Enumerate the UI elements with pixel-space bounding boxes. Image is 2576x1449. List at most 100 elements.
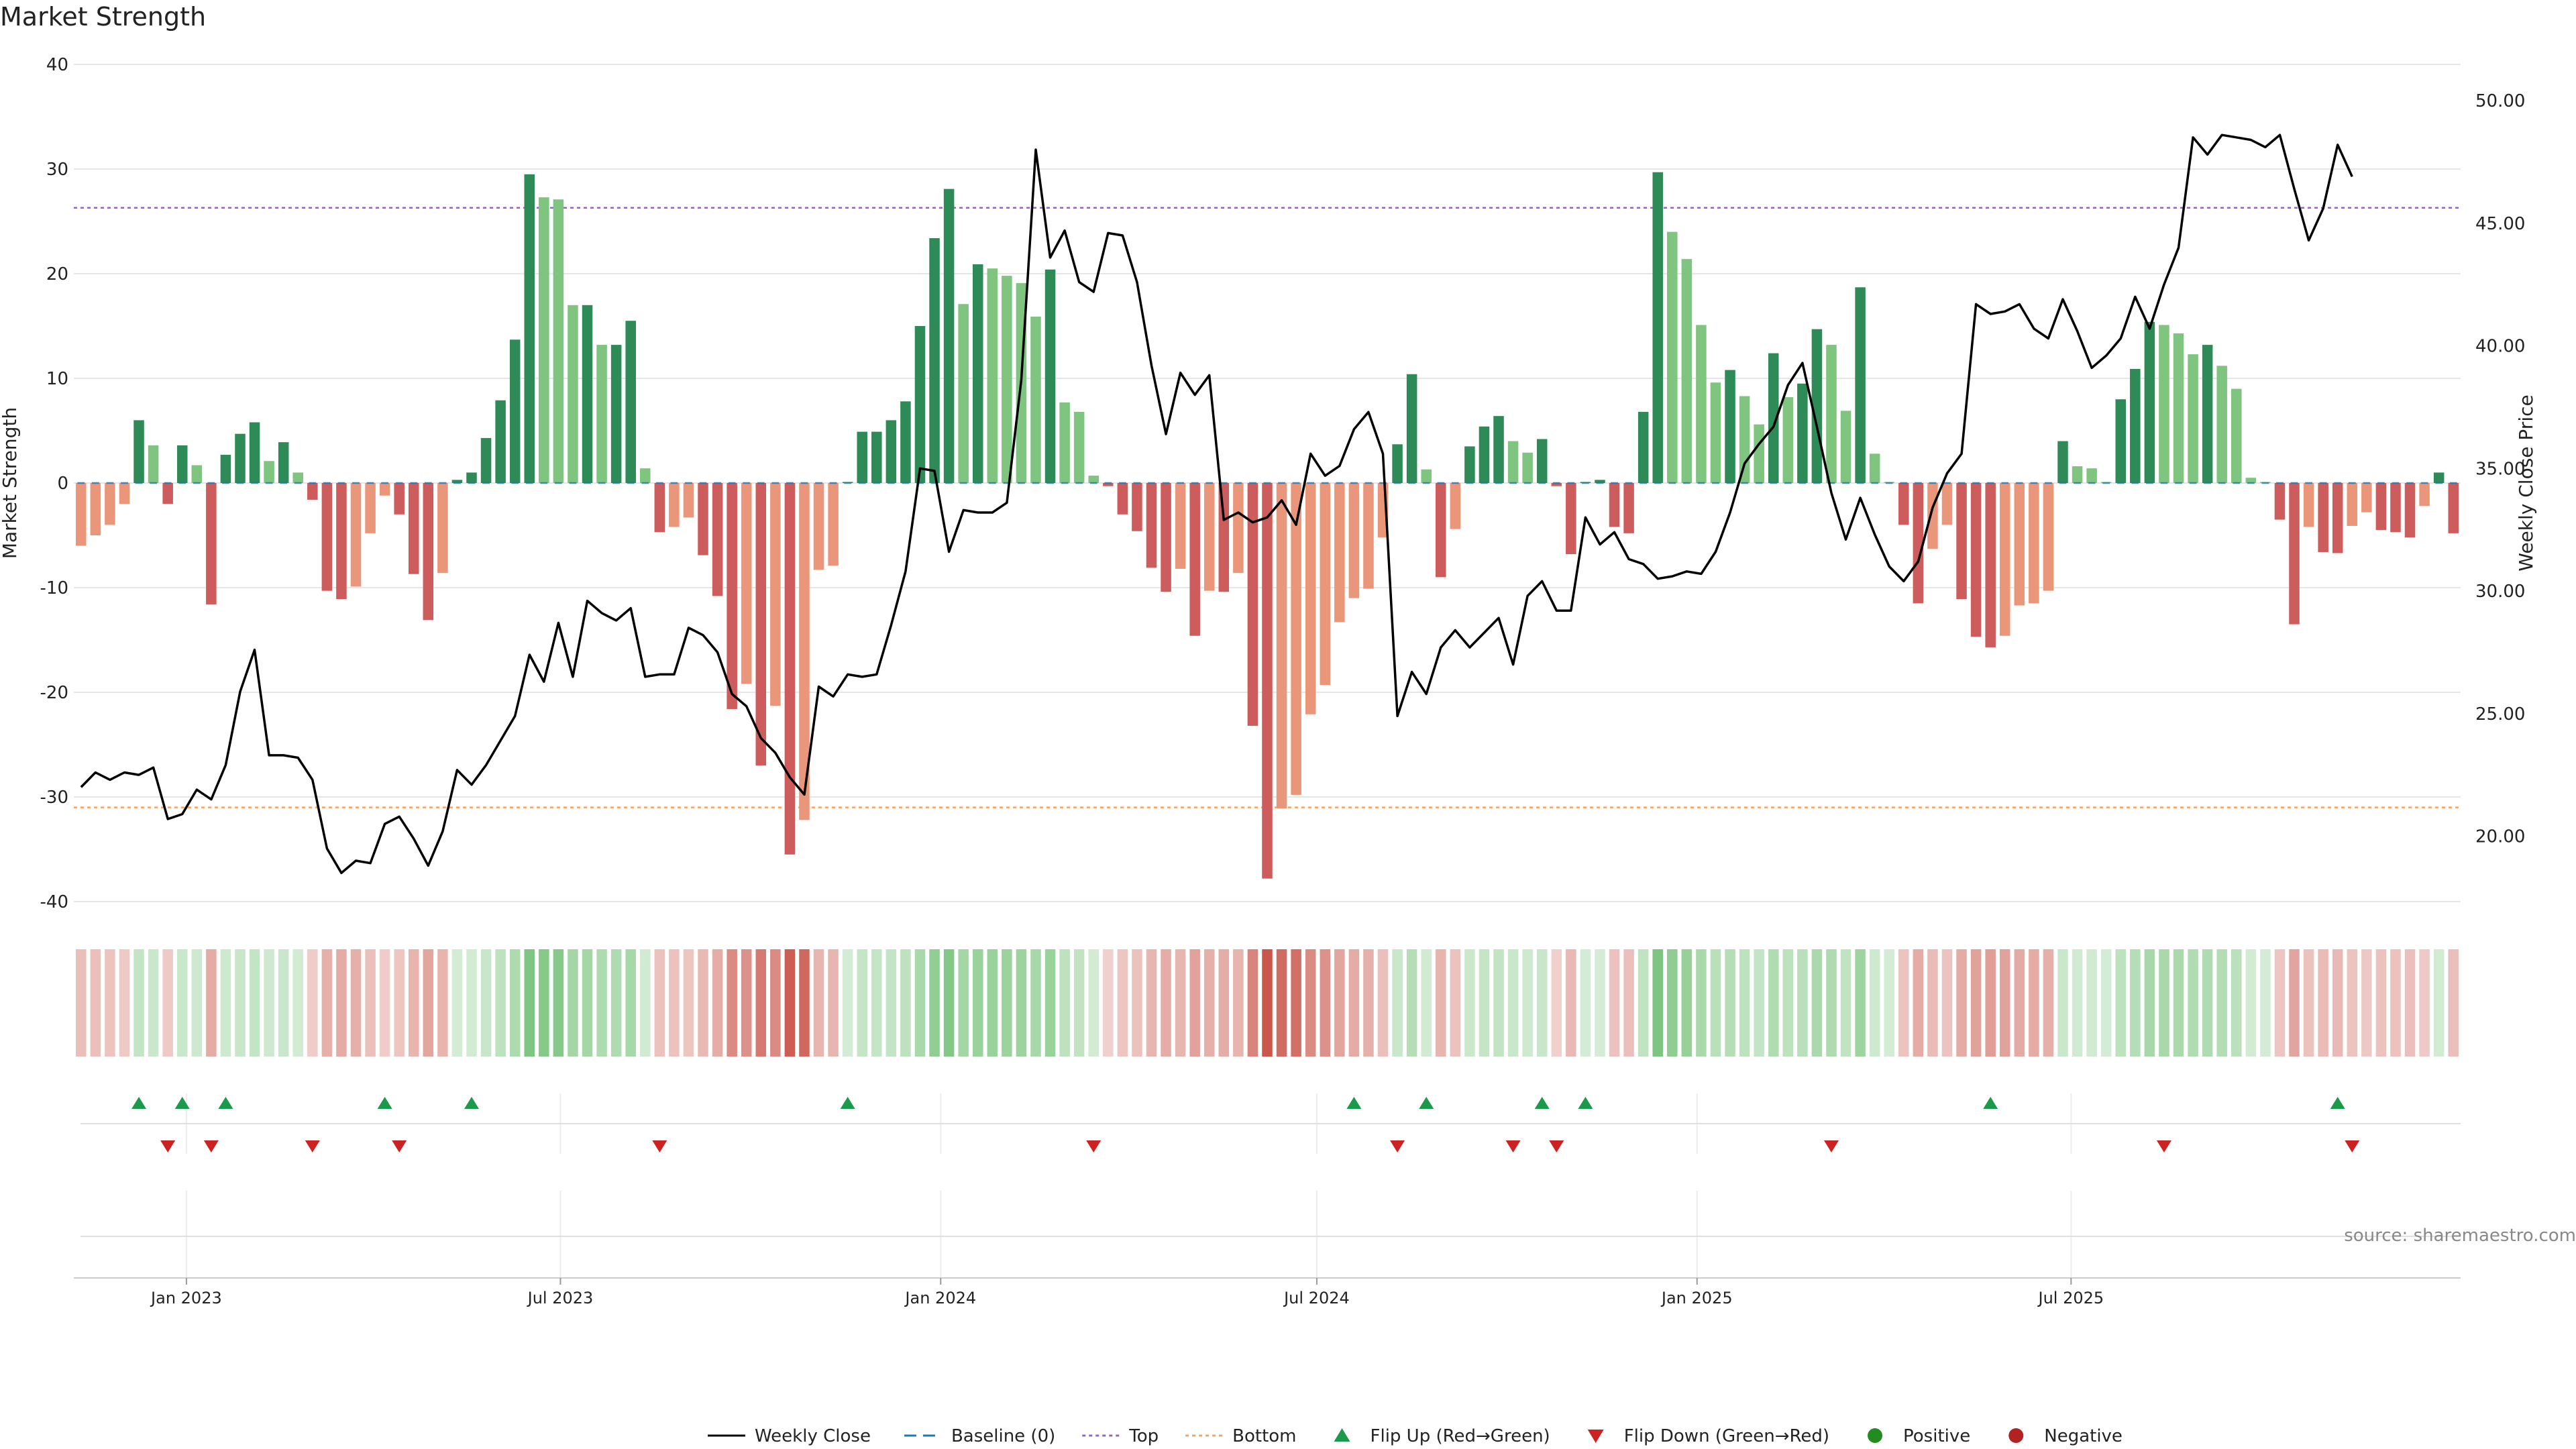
strength-bar	[813, 483, 824, 570]
heat-cell	[1999, 949, 2010, 1057]
heat-cell	[1334, 949, 1345, 1057]
heat-cell	[1464, 949, 1475, 1057]
heat-cell	[2390, 949, 2401, 1057]
strength-bar	[1869, 453, 1880, 483]
heat-cell	[1898, 949, 1909, 1057]
heat-cell	[2057, 949, 2068, 1057]
strength-bar	[2231, 388, 2242, 483]
strength-bar	[451, 480, 463, 483]
strength-bar	[2347, 483, 2358, 526]
heat-cell	[1566, 949, 1576, 1057]
flip-up-marker	[218, 1097, 233, 1109]
flip-down-marker	[2345, 1140, 2360, 1152]
heat-cell	[2029, 949, 2039, 1057]
heat-cell	[90, 949, 101, 1057]
heat-cell	[1044, 949, 1056, 1057]
strength-bar	[2159, 325, 2169, 483]
strength-bar	[828, 483, 839, 566]
strength-bar	[249, 422, 260, 483]
strength-bar	[2173, 333, 2184, 483]
flip-down-marker	[1549, 1140, 1564, 1152]
strength-bar	[1898, 483, 1909, 525]
legend-swatch-flip-down	[1587, 1430, 1604, 1443]
heat-cell	[1667, 949, 1678, 1057]
heat-cell	[379, 949, 390, 1057]
strength-bar	[885, 420, 897, 483]
strength-bar	[206, 483, 217, 604]
strength-bar	[1088, 476, 1099, 483]
strength-bar	[1103, 483, 1114, 486]
heat-cell	[1696, 949, 1707, 1057]
strength-bar	[2419, 483, 2430, 506]
heat-cell	[2159, 949, 2169, 1057]
strength-bar	[1421, 469, 1432, 483]
legend-label: Top	[1128, 1426, 1159, 1446]
legend-label: Flip Down (Green→Red)	[1624, 1426, 1829, 1446]
heat-cell	[1956, 949, 1967, 1057]
heat-cell	[191, 949, 203, 1057]
heat-cell	[321, 949, 333, 1057]
heat-cell	[1941, 949, 1953, 1057]
heat-cell	[741, 949, 752, 1057]
strength-bar	[1262, 483, 1273, 879]
flip-up-marker	[1578, 1097, 1593, 1109]
heat-cell	[1479, 949, 1490, 1057]
heat-cell	[292, 949, 303, 1057]
heat-cell	[278, 949, 289, 1057]
strength-bar	[1913, 483, 1924, 604]
strength-bar	[1392, 444, 1403, 483]
strength-bar	[2043, 483, 2054, 591]
strength-bar	[105, 483, 115, 525]
heat-cell	[1103, 949, 1114, 1057]
strength-bar	[524, 174, 535, 483]
strength-bar	[1044, 269, 1056, 483]
heat-cell	[1059, 949, 1070, 1057]
strength-bar	[1348, 483, 1360, 598]
heat-cell	[2260, 949, 2271, 1057]
heat-cell	[1421, 949, 1432, 1057]
strength-bar	[292, 472, 303, 483]
heat-cell	[480, 949, 492, 1057]
heat-cell	[610, 949, 622, 1057]
flip-down-marker	[1086, 1140, 1102, 1152]
heat-cell	[1985, 949, 1996, 1057]
legend-label: Weekly Close	[755, 1426, 871, 1446]
strength-bar	[625, 321, 636, 483]
y2-tick-label: 35.00	[2475, 459, 2525, 479]
heat-cell	[2072, 949, 2083, 1057]
strength-bar	[2072, 466, 2083, 483]
strength-bar	[1595, 480, 1605, 483]
heat-cell	[119, 949, 130, 1057]
flip-down-marker	[203, 1140, 219, 1152]
strength-bar	[495, 400, 506, 483]
strength-bar	[712, 483, 723, 596]
heat-cell	[1493, 949, 1504, 1057]
strength-bar	[1464, 446, 1475, 483]
strength-bar	[1030, 316, 1041, 483]
heat-cell	[842, 949, 853, 1057]
y2-tick-label: 50.00	[2475, 91, 2525, 111]
strength-bar	[741, 483, 752, 684]
heat-cell	[1595, 949, 1605, 1057]
strength-bar	[1522, 452, 1533, 483]
heat-cell	[1522, 949, 1533, 1057]
strength-bar	[857, 431, 867, 483]
strength-bar	[1681, 259, 1693, 483]
heat-cell	[2245, 949, 2257, 1057]
strength-bar	[2404, 483, 2416, 538]
flip-up-marker	[377, 1097, 392, 1109]
heat-cell	[336, 949, 347, 1057]
strength-bar	[1189, 483, 1200, 636]
strength-bars	[76, 172, 2459, 879]
flip-down-marker	[1823, 1140, 1839, 1152]
heat-cell	[1320, 949, 1331, 1057]
strength-bar	[2115, 399, 2127, 483]
heat-cell	[958, 949, 969, 1057]
strength-bar	[1175, 483, 1186, 569]
heat-cell	[2115, 949, 2127, 1057]
heat-cell	[784, 949, 796, 1057]
strength-bar	[610, 345, 622, 483]
heat-cell	[1638, 949, 1649, 1057]
heat-cell	[539, 949, 549, 1057]
